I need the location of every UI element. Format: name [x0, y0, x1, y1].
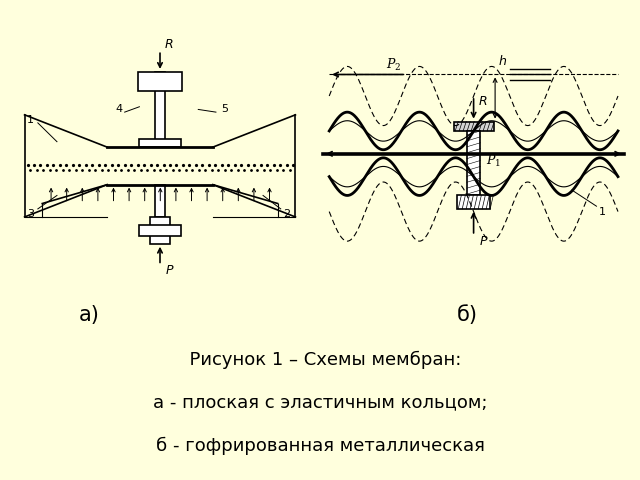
Text: б): б): [457, 305, 477, 325]
Text: а): а): [79, 305, 100, 325]
Text: Рисунок 1 – Схемы мембран:: Рисунок 1 – Схемы мембран:: [179, 350, 461, 369]
Text: h: h: [498, 55, 506, 68]
Text: 2: 2: [283, 209, 290, 219]
Bar: [140, 225, 180, 236]
Text: $P_1$: $P_1$: [486, 153, 501, 168]
Bar: [467, 131, 481, 195]
Text: $P_2$: $P_2$: [386, 57, 401, 73]
Bar: [150, 217, 170, 244]
Bar: [138, 72, 182, 91]
Text: P: P: [480, 235, 487, 248]
Text: 3: 3: [27, 209, 34, 219]
Text: R: R: [164, 38, 173, 51]
Text: 5: 5: [221, 105, 228, 114]
Text: R: R: [478, 95, 487, 108]
Bar: [454, 121, 493, 131]
Text: 4: 4: [115, 105, 122, 114]
Bar: [155, 185, 165, 217]
Text: 1: 1: [27, 115, 34, 125]
Bar: [155, 72, 165, 147]
Text: P: P: [166, 264, 173, 277]
Text: а - плоская с эластичным кольцом;: а - плоская с эластичным кольцом;: [153, 394, 487, 412]
Bar: [140, 139, 180, 147]
Bar: [457, 195, 490, 209]
Text: б - гофрированная металлическая: б - гофрированная металлическая: [156, 437, 484, 455]
Text: 1: 1: [599, 206, 606, 216]
